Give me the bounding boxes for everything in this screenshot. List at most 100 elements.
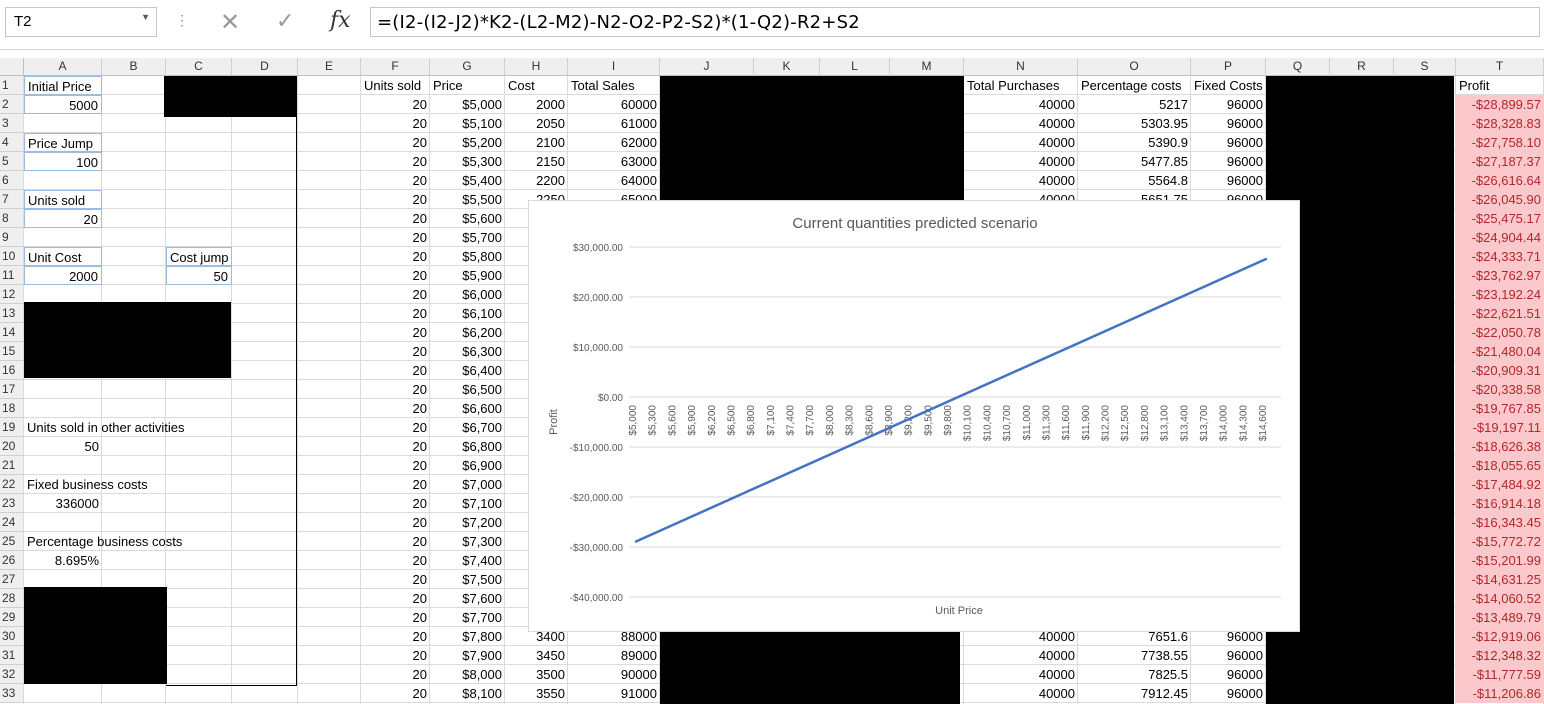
cell-price[interactable]: $5,500: [462, 192, 502, 207]
cell-profit[interactable]: -$27,187.37: [1456, 152, 1544, 171]
header-total-purchases[interactable]: Total Purchases: [967, 78, 1060, 93]
cell-percentage-costs[interactable]: 5390.9: [1148, 135, 1188, 150]
cell-units-sold[interactable]: 20: [412, 382, 427, 397]
cell-price[interactable]: $6,400: [462, 363, 502, 378]
cell-profit[interactable]: -$22,050.78: [1456, 323, 1544, 342]
cell-units-sold[interactable]: 20: [412, 173, 427, 188]
value-pct-costs[interactable]: 8.695%: [54, 553, 99, 568]
row-header-24[interactable]: 24: [0, 513, 24, 532]
cell-total-purchases[interactable]: 40000: [1038, 629, 1075, 644]
row-header-20[interactable]: 20: [0, 437, 24, 456]
label-units-sold[interactable]: Units sold: [24, 190, 102, 209]
label-initial-price[interactable]: Initial Price: [24, 76, 102, 95]
cell-percentage-costs[interactable]: 7825.5: [1148, 667, 1188, 682]
cell-price[interactable]: $5,200: [462, 135, 502, 150]
cell-profit[interactable]: -$11,206.86: [1456, 684, 1544, 703]
cell-units-sold[interactable]: 20: [412, 306, 427, 321]
column-header-T[interactable]: T: [1456, 58, 1544, 76]
cell-units-sold[interactable]: 20: [412, 667, 427, 682]
cell-profit[interactable]: -$16,914.18: [1456, 494, 1544, 513]
cell-fixed-costs[interactable]: 96000: [1226, 154, 1263, 169]
cell-price[interactable]: $6,200: [462, 325, 502, 340]
cell-profit[interactable]: -$23,762.97: [1456, 266, 1544, 285]
cell-profit[interactable]: -$12,919.06: [1456, 627, 1544, 646]
cell-profit[interactable]: -$25,475.17: [1456, 209, 1544, 228]
cell-price[interactable]: $6,100: [462, 306, 502, 321]
column-header-A[interactable]: A: [24, 58, 102, 76]
cell-profit[interactable]: -$21,480.04: [1456, 342, 1544, 361]
row-header-27[interactable]: 27: [0, 570, 24, 589]
cell-profit[interactable]: -$12,348.32: [1456, 646, 1544, 665]
cell-price[interactable]: $7,200: [462, 515, 502, 530]
cell-price[interactable]: $7,100: [462, 496, 502, 511]
cell-percentage-costs[interactable]: 7651.6: [1148, 629, 1188, 644]
cell-units-sold[interactable]: 20: [412, 230, 427, 245]
cell-cost[interactable]: 2150: [536, 154, 565, 169]
cell-total-purchases[interactable]: 40000: [1038, 154, 1075, 169]
cell-profit[interactable]: -$26,616.64: [1456, 171, 1544, 190]
value-unit-cost[interactable]: 2000: [24, 266, 102, 285]
cell-profit[interactable]: -$28,328.83: [1456, 114, 1544, 133]
cell-units-sold[interactable]: 20: [412, 629, 427, 644]
cell-units-sold[interactable]: 20: [412, 287, 427, 302]
cell-price[interactable]: $5,800: [462, 249, 502, 264]
cell-price[interactable]: $5,000: [462, 97, 502, 112]
column-header-F[interactable]: F: [361, 58, 430, 76]
cell-profit[interactable]: -$17,484.92: [1456, 475, 1544, 494]
cell-units-sold[interactable]: 20: [412, 344, 427, 359]
cell-percentage-costs[interactable]: 5564.8: [1148, 173, 1188, 188]
row-header-26[interactable]: 26: [0, 551, 24, 570]
cell-price[interactable]: $7,300: [462, 534, 502, 549]
cell-units-sold[interactable]: 20: [412, 591, 427, 606]
value-initial-price[interactable]: 5000: [24, 95, 102, 114]
cell-units-sold[interactable]: 20: [412, 211, 427, 226]
cell-cost[interactable]: 3450: [536, 648, 565, 663]
row-header-1[interactable]: 1: [0, 76, 24, 95]
column-header-D[interactable]: D: [232, 58, 298, 76]
cell-total-sales[interactable]: 60000: [620, 97, 657, 112]
cell-fixed-costs[interactable]: 96000: [1226, 116, 1263, 131]
cell-percentage-costs[interactable]: 5217: [1159, 97, 1188, 112]
cell-profit[interactable]: -$28,899.57: [1456, 95, 1544, 114]
column-header-Q[interactable]: Q: [1266, 58, 1330, 76]
cell-units-sold[interactable]: 20: [412, 97, 427, 112]
cell-price[interactable]: $7,800: [462, 629, 502, 644]
cell-profit[interactable]: -$23,192.24: [1456, 285, 1544, 304]
cell-units-sold[interactable]: 20: [412, 135, 427, 150]
cell-fixed-costs[interactable]: 96000: [1226, 135, 1263, 150]
cell-price[interactable]: $5,400: [462, 173, 502, 188]
name-box[interactable]: T2 ▼: [5, 7, 157, 37]
cell-units-sold[interactable]: 20: [412, 325, 427, 340]
row-header-25[interactable]: 25: [0, 532, 24, 551]
cell-total-sales[interactable]: 88000: [620, 629, 657, 644]
header-units-sold[interactable]: Units sold: [364, 78, 422, 93]
cell-total-sales[interactable]: 91000: [620, 686, 657, 701]
value-fixed-costs[interactable]: 336000: [55, 496, 99, 511]
cell-fixed-costs[interactable]: 96000: [1226, 629, 1263, 644]
cell-price[interactable]: $6,800: [462, 439, 502, 454]
column-header-C[interactable]: C: [166, 58, 232, 76]
cell-profit[interactable]: -$18,626.38: [1456, 437, 1544, 456]
cell-fixed-costs[interactable]: 96000: [1226, 173, 1263, 188]
row-header-32[interactable]: 32: [0, 665, 24, 684]
cell-profit[interactable]: -$18,055.65: [1456, 456, 1544, 475]
cell-profit[interactable]: -$27,758.10: [1456, 133, 1544, 152]
cell-price[interactable]: $5,300: [462, 154, 502, 169]
column-header-K[interactable]: K: [754, 58, 820, 76]
row-header-23[interactable]: 23: [0, 494, 24, 513]
cell-units-sold[interactable]: 20: [412, 116, 427, 131]
cell-percentage-costs[interactable]: 5303.95: [1141, 116, 1188, 131]
header-price[interactable]: Price: [433, 78, 463, 93]
cell-units-sold[interactable]: 20: [412, 686, 427, 701]
cell-profit[interactable]: -$15,772.72: [1456, 532, 1544, 551]
cell-total-sales[interactable]: 64000: [620, 173, 657, 188]
cell-price[interactable]: $6,900: [462, 458, 502, 473]
label-fixed-costs[interactable]: Fixed business costs: [27, 477, 148, 492]
cell-units-sold[interactable]: 20: [412, 458, 427, 473]
row-header-3[interactable]: 3: [0, 114, 24, 133]
cell-total-purchases[interactable]: 40000: [1038, 667, 1075, 682]
cell-price[interactable]: $6,700: [462, 420, 502, 435]
cell-price[interactable]: $5,100: [462, 116, 502, 131]
cancel-icon[interactable]: ✕: [220, 9, 241, 36]
column-header-M[interactable]: M: [890, 58, 964, 76]
